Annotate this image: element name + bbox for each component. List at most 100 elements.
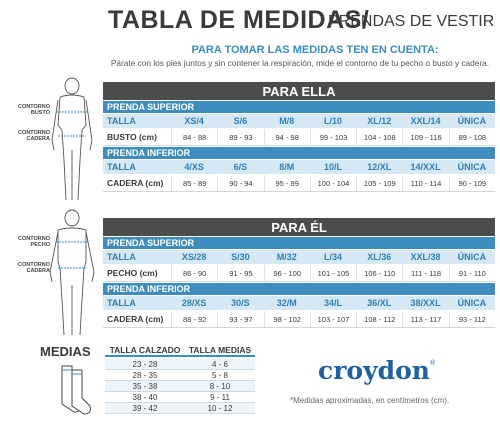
socks-cell: 10 - 12 xyxy=(185,403,255,414)
measure-cell: 93 - 112 xyxy=(448,311,495,327)
size-cell: 36/XL xyxy=(367,298,392,308)
size-row xyxy=(103,114,495,128)
size-cell: 38/XXL xyxy=(410,298,441,308)
measure-cell: 113 - 117 xyxy=(402,311,448,327)
size-row xyxy=(103,160,495,174)
figure-label: CONTORNO CADERA xyxy=(18,130,50,142)
title-suffix: PRENDAS DE VESTIR xyxy=(328,13,495,30)
size-row xyxy=(103,296,495,310)
size-cell: XXL/38 xyxy=(410,252,441,262)
measure-cell: 86 - 90 xyxy=(171,265,217,281)
measure-cell: 94 - 98 xyxy=(263,129,310,145)
measure-cell: 111 - 118 xyxy=(402,265,448,281)
measure-cell: 85 - 89 xyxy=(171,175,217,191)
figure-label: CONTORNO CADERA xyxy=(18,262,50,274)
size-label: TALLA xyxy=(107,116,136,126)
measure-cell: 91 - 95 xyxy=(217,265,263,281)
size-cell: 34/L xyxy=(323,298,342,308)
measure-cell: 99 - 103 xyxy=(309,129,356,145)
measure-cell: 100 - 104 xyxy=(309,175,356,191)
measure-cell: 98 - 102 xyxy=(263,311,310,327)
size-cell: ÚNICA xyxy=(457,116,487,126)
size-cell: ÚNICA xyxy=(457,298,487,308)
size-cell: 4/XS xyxy=(184,162,204,172)
size-cell: M/32 xyxy=(276,252,297,262)
size-cell: XS/4 xyxy=(184,116,204,126)
figure-label: CONTORNO BUSTO xyxy=(18,104,50,116)
measure-label: CADERA (cm) xyxy=(107,314,164,324)
measure-cell: 93 - 97 xyxy=(217,311,263,327)
socks-cell: 4 - 6 xyxy=(185,359,255,370)
measure-cell: 90 - 94 xyxy=(217,175,263,191)
row-rule xyxy=(103,145,495,146)
figure-label: CONTORNO PECHO xyxy=(18,236,50,248)
size-cell: 32/M xyxy=(276,298,297,308)
size-cell: S/30 xyxy=(231,252,250,262)
socks-cell: 38 - 40 xyxy=(105,392,185,403)
size-cell: 6/S xyxy=(233,162,248,172)
size-cell: XL/12 xyxy=(367,116,392,126)
group-header: PRENDA INFERIOR xyxy=(103,147,495,159)
socks-cell: 35 - 38 xyxy=(105,381,185,392)
group-header: PRENDA SUPERIOR xyxy=(103,101,495,113)
measure-cell: 108 - 112 xyxy=(356,311,402,327)
measure-cell: 110 - 114 xyxy=(402,175,448,191)
measure-label: BUSTO (cm) xyxy=(107,132,157,142)
size-cell: XL/36 xyxy=(367,252,392,262)
size-cell: ÚNICA xyxy=(457,162,487,172)
measure-cell: 96 - 100 xyxy=(263,265,310,281)
man-figure xyxy=(49,209,95,336)
socks-cell: 39 - 42 xyxy=(105,403,185,414)
measure-cell: 89 - 93 xyxy=(217,129,263,145)
measure-label: CADERA (cm) xyxy=(107,178,164,188)
row-rule xyxy=(103,327,495,328)
size-cell: 30/S xyxy=(231,298,250,308)
measure-cell: 91 - 110 xyxy=(448,265,495,281)
socks-cell: 5 - 8 xyxy=(185,370,255,381)
size-cell: XXL/14 xyxy=(410,116,441,126)
measure-cell: 88 - 92 xyxy=(171,311,217,327)
row-rule xyxy=(103,191,495,192)
size-cell: 12/XL xyxy=(367,162,392,172)
footnote: *Medidas aproximadas, en centímetros (cm… xyxy=(290,396,450,405)
size-label: TALLA xyxy=(107,252,136,262)
measure-cell: 109 - 116 xyxy=(402,129,448,145)
size-label: TALLA xyxy=(107,162,136,172)
measure-cell: 84 - 88 xyxy=(171,129,217,145)
size-cell: XS/28 xyxy=(181,252,207,262)
measure-cell: 104 - 108 xyxy=(356,129,402,145)
size-label: TALLA xyxy=(107,298,136,308)
socks-column-header: TALLA MEDIAS xyxy=(185,344,255,357)
measure-cell: 106 - 110 xyxy=(356,265,402,281)
measure-cell: 103 - 107 xyxy=(309,311,356,327)
row-rule xyxy=(103,281,495,282)
section-header: PARA ÉL xyxy=(103,218,495,236)
size-cell: 28/XS xyxy=(181,298,207,308)
size-cell: 8/M xyxy=(279,162,295,172)
socks-cell: 28 - 35 xyxy=(105,370,185,381)
socks-icon xyxy=(61,365,91,415)
measure-label: PECHO (cm) xyxy=(107,268,158,278)
group-header: PRENDA SUPERIOR xyxy=(103,237,495,249)
socks-cell: 8 - 10 xyxy=(185,381,255,392)
size-cell: S/6 xyxy=(233,116,248,126)
size-cell: L/34 xyxy=(323,252,342,262)
size-cell: L/10 xyxy=(323,116,342,126)
instruction: Párate con los pies juntos y sin contene… xyxy=(110,58,490,68)
measure-cell: 105 - 109 xyxy=(356,175,402,191)
brand-mark: ® xyxy=(430,360,436,367)
group-header: PRENDA INFERIOR xyxy=(103,283,495,295)
title: TABLA DE MEDIDAS/ xyxy=(108,6,370,34)
subtitle: PARA TOMAR LAS MEDIDAS TEN EN CUENTA: xyxy=(191,44,439,56)
socks-cell: 23 - 28 xyxy=(105,359,185,370)
section-header: PARA ELLA xyxy=(103,82,495,100)
size-cell: M/8 xyxy=(279,116,295,126)
measure-cell: 95 - 99 xyxy=(263,175,310,191)
socks-title: MEDIAS xyxy=(40,344,91,359)
size-row xyxy=(103,250,495,264)
measure-cell: 89 - 108 xyxy=(448,129,495,145)
size-cell: ÚNICA xyxy=(457,252,487,262)
socks-column-header: TALLA CALZADO xyxy=(105,344,185,357)
